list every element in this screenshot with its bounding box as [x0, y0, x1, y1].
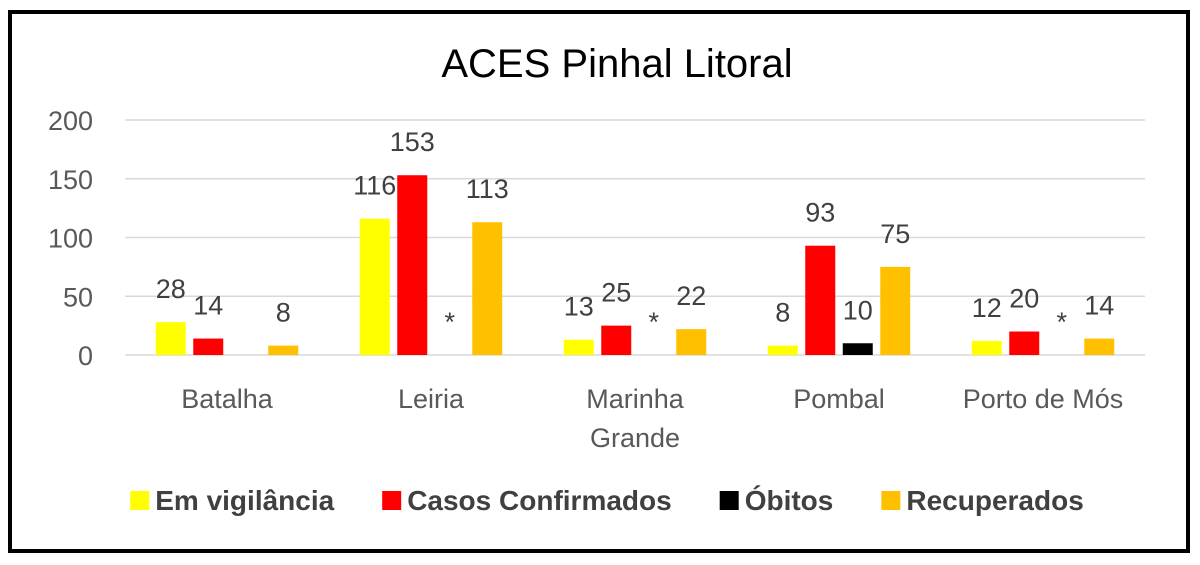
category-label: Batalha	[181, 384, 274, 414]
legend-label: Em vigilância	[155, 485, 334, 516]
legend-swatch	[382, 491, 402, 510]
data-label: 93	[805, 198, 835, 228]
bar	[880, 266, 911, 355]
bar	[359, 218, 390, 355]
data-label: 153	[390, 127, 435, 157]
bar	[155, 322, 186, 355]
bar	[805, 245, 836, 355]
legend-item: Óbitos	[719, 485, 834, 516]
category-label-line: Marinha	[586, 384, 685, 414]
legend-swatch	[130, 491, 150, 510]
y-tick-label: 100	[48, 224, 93, 254]
data-label: 20	[1009, 284, 1039, 314]
bars	[155, 175, 1115, 355]
bar	[676, 329, 707, 355]
category-label-line: Grande	[590, 423, 680, 453]
y-tick-label: 200	[48, 106, 93, 136]
data-label: 116	[353, 171, 396, 201]
data-label: 8	[276, 298, 291, 328]
legend-swatch	[719, 491, 739, 510]
y-tick-label: 50	[63, 282, 93, 312]
data-label: 14	[193, 291, 223, 321]
legend-label: Casos Confirmados	[407, 485, 672, 516]
data-label: 75	[880, 219, 910, 249]
data-label: 28	[156, 274, 186, 304]
data-label: 8	[775, 298, 790, 328]
bar	[563, 339, 594, 355]
legend-label: Recuperados	[906, 485, 1083, 516]
x-axis: Batalha Leiria Marinha Grande Pombal Porto de…	[181, 384, 1123, 453]
legend: Em vigilância Casos Confirmados Óbitos Recu…	[130, 485, 1084, 516]
bar	[193, 338, 224, 355]
bar	[268, 345, 299, 355]
bar	[601, 325, 632, 355]
data-label: *	[648, 307, 659, 337]
data-label: 113	[466, 174, 509, 204]
bar	[472, 222, 503, 355]
category-label: Leiria	[398, 384, 465, 414]
legend-item: Casos Confirmados	[382, 485, 672, 516]
data-label: 14	[1084, 291, 1114, 321]
y-axis: 0 50 100 150 200	[48, 106, 93, 371]
legend-item: Recuperados	[881, 485, 1084, 516]
bar	[971, 340, 1002, 355]
chart-title: ACES Pinhal Litoral	[441, 42, 792, 86]
data-label: 12	[972, 293, 1002, 323]
data-label: 25	[601, 278, 631, 308]
data-label: 10	[843, 295, 873, 325]
bar	[767, 345, 798, 355]
data-label: 13	[564, 292, 594, 322]
chart-frame	[8, 10, 1190, 553]
y-tick-label: 0	[78, 341, 93, 371]
category-label: Pombal	[793, 384, 885, 414]
legend-label: Óbitos	[745, 485, 834, 516]
legend-item: Em vigilância	[130, 485, 335, 516]
data-label: *	[444, 307, 455, 337]
y-tick-label: 150	[48, 165, 93, 195]
data-label: 22	[676, 281, 706, 311]
bar	[1009, 331, 1040, 355]
category-label: Marinha Grande	[586, 384, 685, 453]
category-label: Porto de Mós	[963, 384, 1124, 414]
legend-swatch	[881, 491, 901, 510]
bar	[1084, 338, 1115, 355]
bar	[842, 343, 873, 355]
bar	[397, 175, 428, 355]
data-label: *	[1056, 307, 1067, 337]
